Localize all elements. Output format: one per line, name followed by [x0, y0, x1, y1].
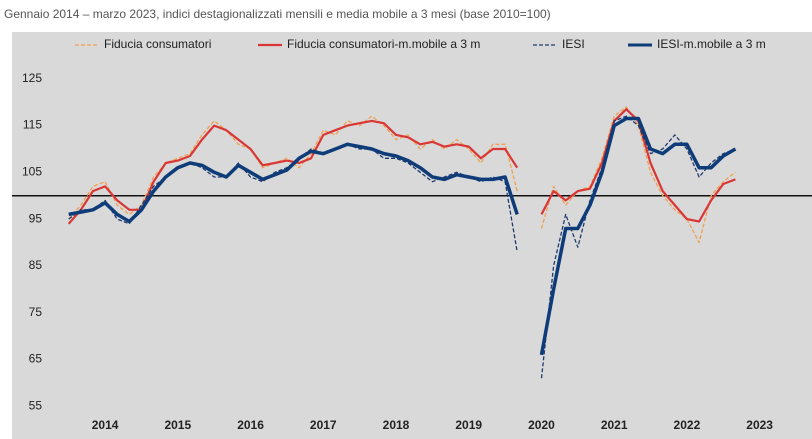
x-tick-label: 2018 [383, 418, 410, 432]
x-tick-label: 2016 [237, 418, 264, 432]
x-tick-label: 2021 [601, 418, 628, 432]
chart-title: Gennaio 2014 – marzo 2023, indici destag… [4, 7, 551, 21]
legend-label: IESI [562, 37, 585, 51]
y-tick-label: 125 [22, 71, 42, 85]
x-tick-label: 2020 [528, 418, 555, 432]
plot-background [12, 32, 812, 439]
x-tick-label: 2017 [310, 418, 337, 432]
legend-label: Fiducia consumatori [104, 37, 211, 51]
y-tick-label: 55 [29, 398, 43, 412]
series-line [68, 115, 736, 379]
x-tick-label: 2019 [455, 418, 482, 432]
legend-label: IESI-m.mobile a 3 m [657, 37, 766, 51]
series-line [68, 116, 737, 356]
x-tick-label: 2022 [674, 418, 701, 432]
legend-label: Fiducia consumatori-m.mobile a 3 m [287, 37, 480, 51]
y-tick-label: 85 [29, 258, 43, 272]
x-tick-label: 2023 [746, 418, 773, 432]
y-tick-label: 95 [29, 211, 43, 225]
y-tick-label: 75 [29, 305, 43, 319]
y-tick-label: 115 [23, 118, 42, 132]
x-tick-label: 2014 [92, 418, 119, 432]
x-tick-label: 2015 [164, 418, 191, 432]
y-tick-label: 65 [29, 352, 43, 366]
series-line [68, 106, 736, 244]
y-tick-label: 105 [22, 165, 42, 179]
